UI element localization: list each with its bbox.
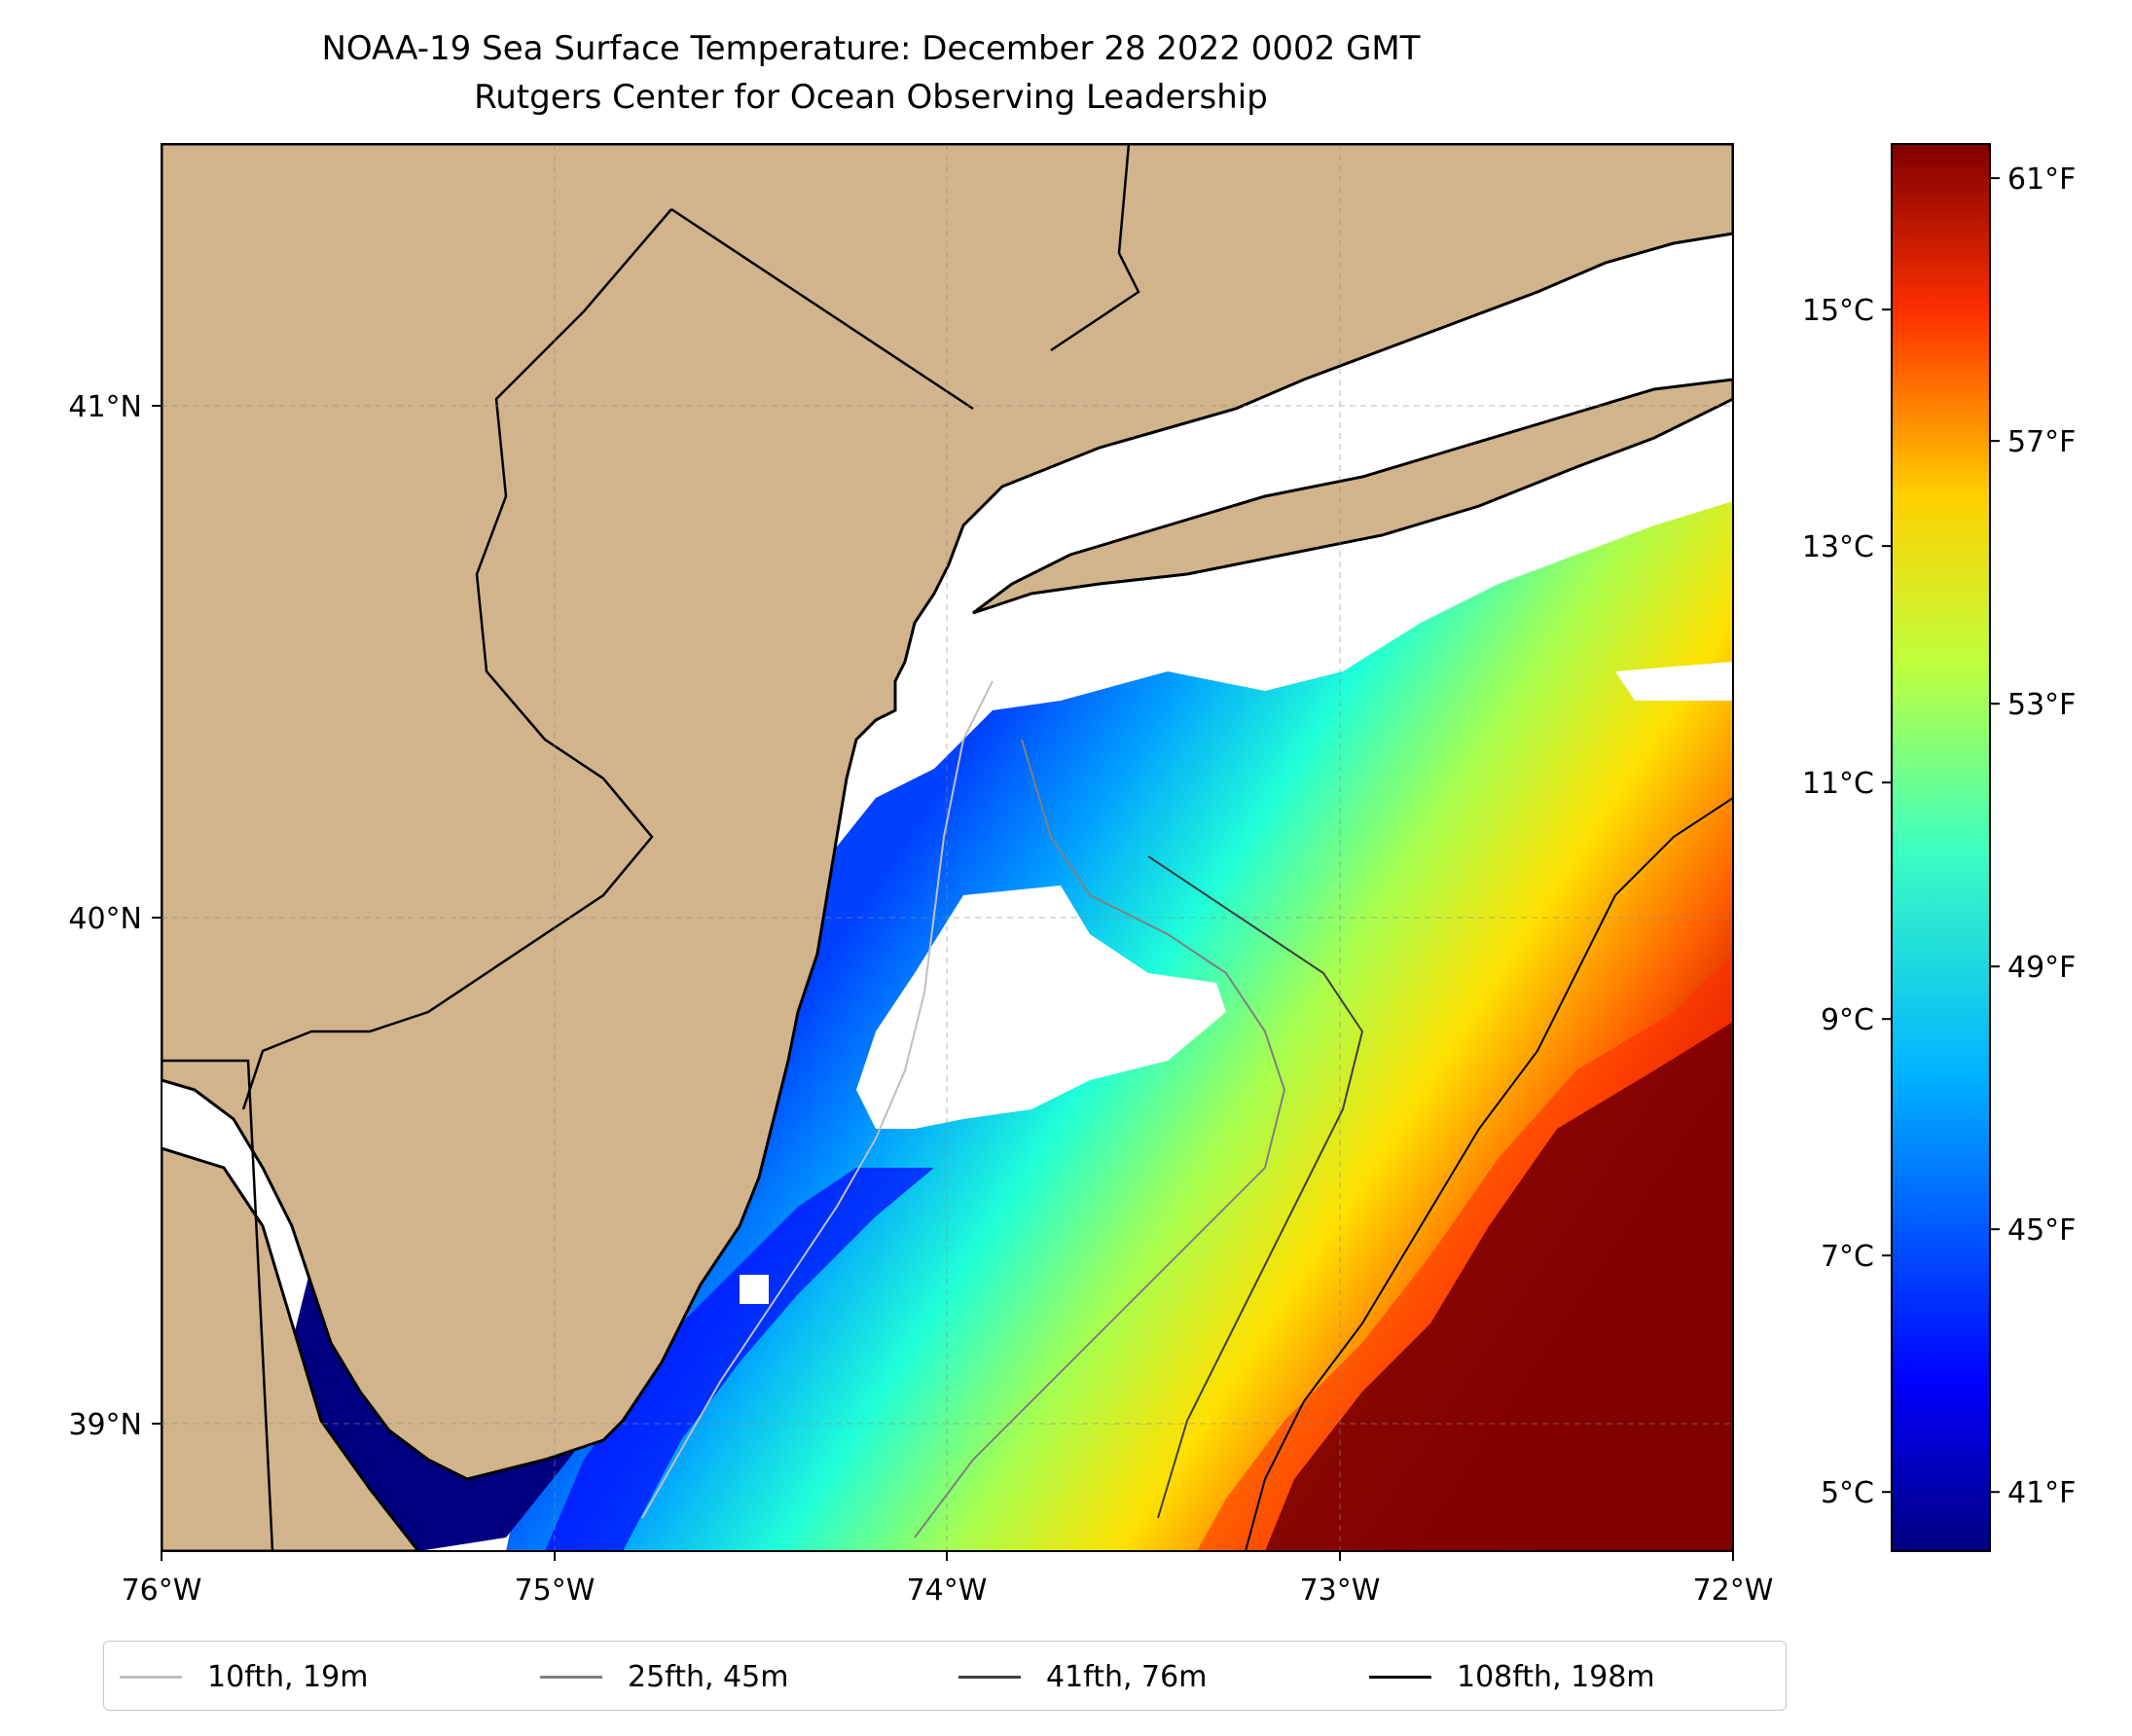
delmarva-peninsula	[162, 1146, 420, 1551]
fahrenheit-tick-label: 41°F	[2007, 1476, 2076, 1510]
legend-label: 108fth, 198m	[1457, 1659, 1655, 1694]
isobath-10fth	[641, 680, 994, 1519]
lon-axis	[161, 1551, 1734, 1561]
fahrenheit-tick-label: 57°F	[2007, 425, 2076, 459]
legend-item: 25fth, 45m	[540, 1659, 788, 1694]
isobath-25fth	[914, 739, 1286, 1538]
fahrenheit-tick-label: 49°F	[2007, 951, 2076, 985]
legend-item: 41fth, 76m	[958, 1659, 1207, 1694]
legend-line	[958, 1675, 1021, 1679]
lon-tick-label: 72°W	[1693, 1573, 1774, 1608]
lat-tick-label: 40°N	[68, 902, 142, 936]
lat-tick-label: 41°N	[68, 390, 142, 424]
celsius-tick-label: 13°C	[1802, 530, 1874, 564]
chart-subtitle: Rutgers Center for Ocean Observing Leade…	[474, 78, 1268, 117]
celsius-tick-label: 7°C	[1821, 1240, 1874, 1274]
gridlines	[162, 144, 1733, 1551]
chart-title: NOAA-19 Sea Surface Temperature: Decembe…	[321, 29, 1421, 68]
celsius-tick-label: 11°C	[1802, 767, 1874, 801]
legend-line	[1369, 1675, 1431, 1679]
lon-tick-label: 75°W	[515, 1573, 596, 1608]
map-area	[162, 144, 1733, 1551]
legend-label: 10fth, 19m	[207, 1659, 369, 1694]
colorbar-ticks: 5°C 7°C 9°C 11°C 13°C 15°C 41°F 45°F 49°F 53°F 57°…	[1802, 163, 2077, 1510]
fahrenheit-tick-label: 45°F	[2007, 1213, 2076, 1248]
sst-cold-nearshore	[545, 1168, 934, 1551]
legend-line	[540, 1675, 602, 1679]
legend-item: 108fth, 198m	[1369, 1659, 1655, 1694]
celsius-tick-label: 9°C	[1821, 1003, 1874, 1037]
legend-line	[120, 1675, 182, 1679]
celsius-tick-label: 5°C	[1821, 1476, 1874, 1510]
colorbar	[1891, 143, 1991, 1552]
celsius-tick-label: 15°C	[1802, 294, 1874, 328]
fahrenheit-tick-label: 61°F	[2007, 163, 2076, 197]
depth-legend: 10fth, 19m 25fth, 45m 41fth, 76m 108fth,…	[103, 1641, 1787, 1711]
lon-tick-label: 76°W	[122, 1573, 202, 1608]
legend-item: 10fth, 19m	[120, 1659, 368, 1694]
isobath-41fth	[1147, 855, 1364, 1519]
legend-label: 25fth, 45m	[628, 1659, 789, 1694]
lat-tick-label: 39°N	[68, 1408, 142, 1442]
state-borders	[162, 144, 1140, 1551]
sst-warm-edge	[1197, 954, 1733, 1551]
sst-warm-core	[1265, 1022, 1733, 1551]
lon-tick-label: 73°W	[1300, 1573, 1381, 1608]
isobath-108fth	[1245, 797, 1733, 1551]
legend-label: 41fth, 76m	[1046, 1659, 1208, 1694]
fahrenheit-tick-label: 53°F	[2007, 688, 2076, 722]
lon-tick-label: 74°W	[907, 1573, 988, 1608]
lat-axis	[152, 405, 162, 1425]
long-island	[972, 378, 1733, 615]
